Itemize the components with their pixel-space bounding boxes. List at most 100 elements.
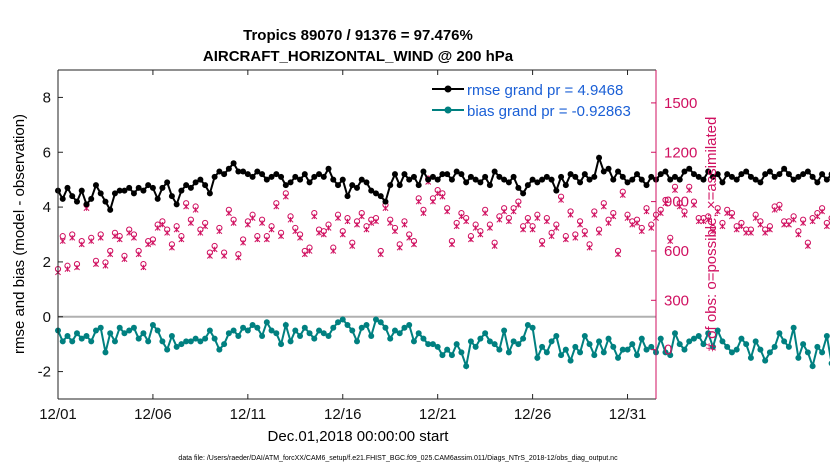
rmse-point — [444, 171, 451, 178]
assimilated-obs-point — [458, 213, 465, 220]
bias-point — [78, 335, 85, 342]
bias-point — [306, 330, 313, 337]
bias-point — [159, 338, 166, 345]
legend-box — [428, 77, 642, 121]
assimilated-obs-point — [415, 198, 422, 205]
bias-point — [235, 332, 242, 339]
bias-point — [586, 341, 593, 348]
rmse-point — [102, 198, 109, 205]
rmse-point — [154, 195, 161, 202]
bias-point — [368, 332, 375, 339]
bias-point — [596, 338, 603, 345]
rmse-point — [325, 165, 332, 172]
assimilated-obs-point — [154, 224, 161, 231]
assimilated-obs-point — [676, 203, 683, 210]
bias-point — [733, 346, 740, 353]
bias-point — [709, 343, 716, 350]
bias-point — [562, 346, 569, 353]
bias-point — [819, 349, 826, 356]
rmse-point — [306, 179, 313, 186]
bias-point — [330, 324, 337, 331]
bias-point — [648, 343, 655, 350]
bias-point — [448, 352, 455, 359]
y-right-tick-label: 1500 — [664, 95, 697, 112]
rmse-point — [700, 176, 707, 183]
assimilated-obs-point — [629, 221, 636, 228]
chart-title-line2: AIRCRAFT_HORIZONTAL_WIND @ 200 hPa — [203, 48, 514, 65]
assimilated-obs-point — [467, 236, 474, 243]
rmse-point — [358, 176, 365, 183]
rmse-point — [97, 190, 104, 197]
assimilated-obs-point — [691, 201, 697, 208]
bias-point — [363, 321, 370, 328]
bias-point — [610, 343, 617, 350]
assimilated-obs-point — [809, 218, 816, 225]
assimilated-obs-point — [406, 234, 413, 241]
bias-point — [752, 338, 759, 345]
bias-point — [790, 324, 797, 331]
assimilated-obs-point — [434, 190, 441, 197]
assimilated-obs-point — [586, 244, 593, 251]
assimilated-obs-point — [686, 187, 693, 194]
assimilated-obs-point — [97, 234, 104, 241]
bias-series — [55, 316, 830, 370]
rmse-point — [344, 193, 351, 200]
rmse-point — [804, 168, 811, 175]
rmse-point — [534, 179, 541, 186]
bias-point — [510, 338, 517, 345]
bias-point — [520, 335, 527, 342]
bias-point — [92, 327, 99, 334]
x-tick-label: 12/06 — [134, 406, 172, 423]
bias-point — [111, 338, 118, 345]
rmse-point — [254, 168, 261, 175]
rmse-point — [520, 190, 527, 197]
assimilated-obs-point — [107, 251, 114, 258]
bias-point — [249, 321, 256, 328]
y-right-tick-label: 0 — [664, 342, 672, 359]
rmse-point — [425, 176, 432, 183]
rmse-point — [135, 184, 142, 191]
possible-obs-point — [828, 215, 830, 221]
bias-point — [690, 335, 697, 342]
rmse-point — [249, 173, 256, 180]
assimilated-obs-point — [330, 247, 337, 254]
assimilated-obs-point — [482, 210, 489, 217]
assimilated-obs-point — [823, 223, 830, 230]
bias-point — [121, 330, 128, 337]
assimilated-obs-point — [354, 221, 360, 228]
bias-point — [178, 341, 185, 348]
bias-point — [781, 338, 788, 345]
rmse-point — [434, 176, 441, 183]
rmse-point — [78, 187, 85, 194]
legend-rmse-marker — [444, 85, 452, 93]
rmse-point — [168, 193, 175, 200]
assimilated-obs-point — [349, 243, 356, 249]
rmse-point — [382, 198, 389, 205]
assimilated-obs-point — [709, 228, 716, 235]
rmse-point — [130, 190, 137, 197]
assimilated-obs-point — [766, 226, 773, 233]
y-right-tick-label: 1200 — [664, 144, 697, 161]
bias-point — [766, 349, 773, 356]
bias-point — [600, 349, 607, 356]
bias-point — [183, 338, 190, 345]
bias-point — [173, 343, 180, 350]
rmse-point — [505, 179, 512, 186]
bias-point — [97, 324, 104, 331]
rmse-point — [140, 187, 147, 194]
bias-point — [206, 327, 213, 334]
assimilated-obs-point — [529, 226, 536, 233]
rmse-point — [410, 173, 417, 180]
rmse-point — [164, 179, 171, 186]
assimilated-obs-point — [596, 229, 603, 236]
assimilated-obs-point — [439, 193, 446, 200]
bias-point — [339, 316, 346, 323]
assimilated-obs-point — [453, 223, 460, 230]
assimilated-obs-point — [235, 254, 242, 261]
rmse-point — [354, 184, 360, 191]
y-tick-label: 0 — [43, 309, 51, 326]
assimilated-obs-point — [145, 241, 152, 248]
y-right-ticks: 0 300 600 900 1200 1500 — [651, 95, 697, 359]
assimilated-obs-point — [358, 213, 365, 220]
rmse-point — [420, 168, 427, 175]
